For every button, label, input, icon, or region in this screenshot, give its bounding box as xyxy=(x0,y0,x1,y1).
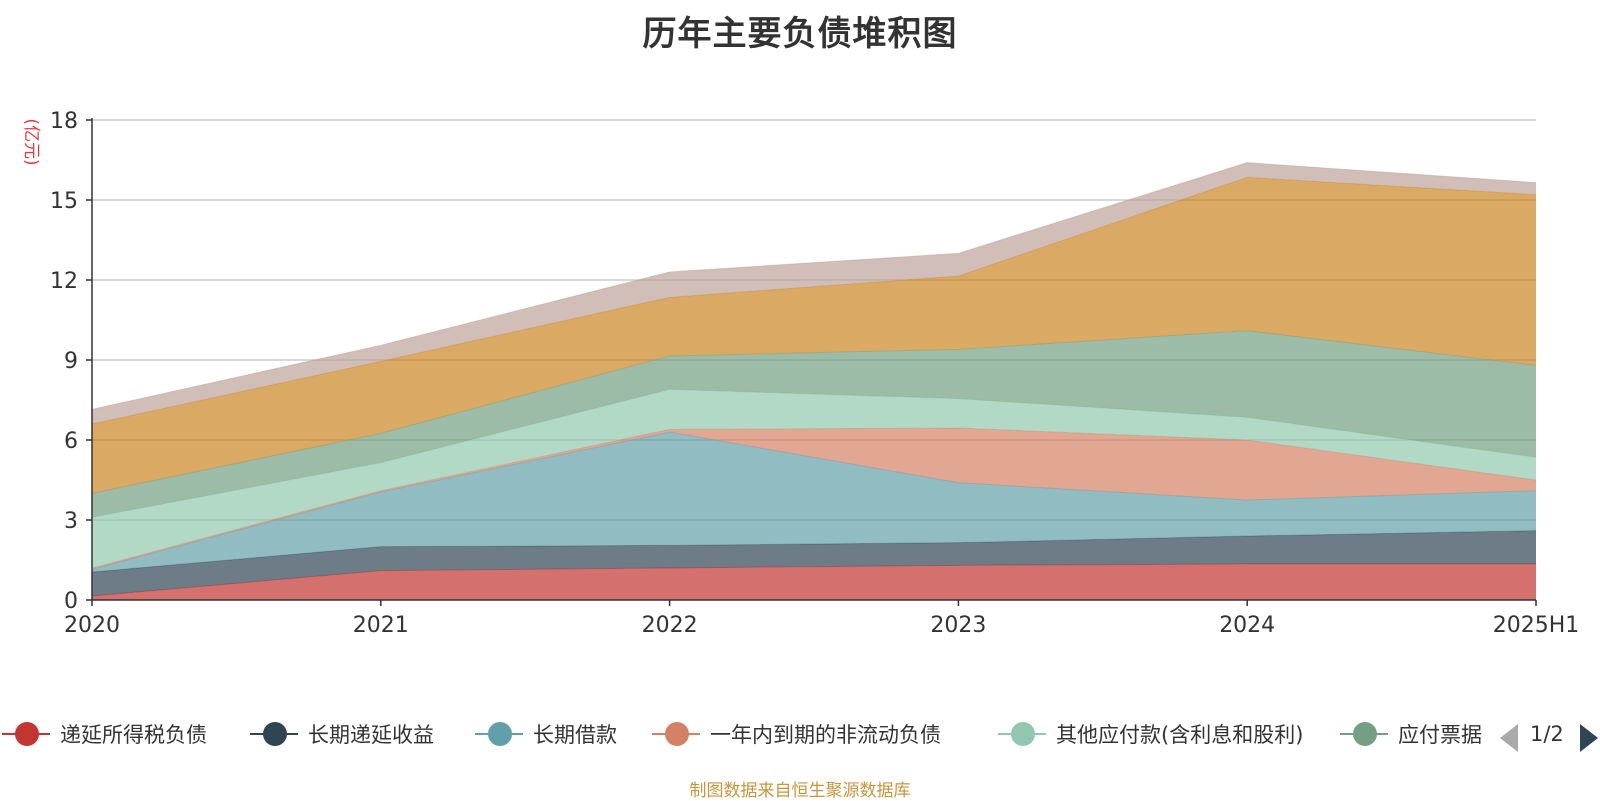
area-series-6[interactable] xyxy=(92,177,1536,494)
chart-title: 历年主要负债堆积图 xyxy=(642,14,958,54)
x-tick-label: 2021 xyxy=(353,613,409,638)
legend-marker-icon xyxy=(652,720,700,748)
y-tick-label: 0 xyxy=(64,589,78,614)
y-tick-label: 3 xyxy=(64,509,78,534)
area-series-2[interactable] xyxy=(92,432,1536,572)
legend-prev-page-icon[interactable] xyxy=(1500,724,1518,752)
legend-marker-icon xyxy=(475,720,523,748)
legend-next-page-icon[interactable] xyxy=(1580,724,1598,752)
legend-label: 长期递延收益 xyxy=(308,723,434,747)
legend-item[interactable]: 其他应付款(含利息和股利) xyxy=(998,716,1303,752)
legend-marker-icon xyxy=(1340,720,1388,748)
y-tick-label: 18 xyxy=(50,109,78,134)
legend-item[interactable]: 长期借款 xyxy=(475,716,617,752)
legend: 递延所得税负债 长期递延收益 长期借款 一年内到期的非流动负债 其他应付款(含利息和股利… xyxy=(0,716,1490,752)
area-series-5[interactable] xyxy=(92,330,1536,518)
x-tick-label: 2024 xyxy=(1219,613,1275,638)
legend-item[interactable]: 长期递延收益 xyxy=(250,716,434,752)
area-series-4[interactable] xyxy=(92,389,1536,568)
y-tick-label: 12 xyxy=(50,269,78,294)
x-tick-label: 2025H1 xyxy=(1493,613,1580,638)
legend-marker-icon xyxy=(998,720,1046,748)
y-tick-label: 15 xyxy=(50,189,78,214)
y-tick-label: 6 xyxy=(64,429,78,454)
legend-pager: 1/2 xyxy=(1500,718,1600,754)
axes: 0 3 6 9 12 15 18 2020 2021 2022 2023 2024 2025H1 xyxy=(50,109,1579,638)
legend-marker-icon xyxy=(2,720,50,748)
y-tick-label: 9 xyxy=(64,349,78,374)
source-note: 制图数据来自恒生聚源数据库 xyxy=(689,781,911,801)
stacked-areas xyxy=(91,162,1537,600)
legend-label: 应付票据 xyxy=(1398,723,1482,747)
legend-marker-icon xyxy=(250,720,298,748)
x-tick-label: 2022 xyxy=(642,613,698,638)
legend-item[interactable]: 一年内到期的非流动负债 xyxy=(652,716,941,752)
x-tick-label: 2023 xyxy=(930,613,986,638)
legend-label: 一年内到期的非流动负债 xyxy=(710,723,941,747)
legend-label: 长期借款 xyxy=(533,723,617,747)
x-tick-label: 2020 xyxy=(64,613,120,638)
legend-label: 递延所得税负债 xyxy=(60,723,207,747)
y-axis-unit-label: (亿元) xyxy=(21,118,41,165)
legend-label: 其他应付款(含利息和股利) xyxy=(1056,723,1304,747)
legend-item[interactable]: 应付票据 xyxy=(1340,716,1482,752)
legend-item[interactable]: 递延所得税负债 xyxy=(2,716,207,752)
area-series-3[interactable] xyxy=(92,428,1536,570)
area-series-1[interactable] xyxy=(92,530,1536,596)
legend-page-indicator: 1/2 xyxy=(1530,722,1564,746)
area-series-7-edge xyxy=(91,162,1537,410)
area-series-0[interactable] xyxy=(92,564,1536,600)
